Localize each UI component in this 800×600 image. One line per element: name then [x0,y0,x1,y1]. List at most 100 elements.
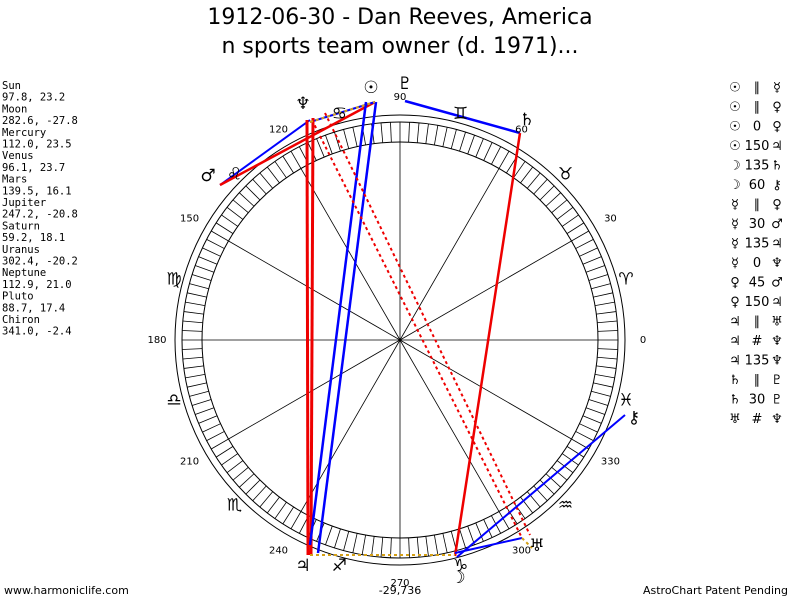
hatch-line [274,501,287,519]
spoke [399,339,500,512]
hatch-line [545,473,561,488]
aspect-planet: ☉ [729,81,741,96]
sign-glyph: ♉ [558,165,573,185]
hatch-line [187,382,207,388]
planet-name: Uranus [2,244,40,256]
hatch-line [185,301,206,307]
hatch-line [506,506,518,525]
hatch-line [585,407,605,415]
aspect-planet: ♃ [771,139,783,154]
degree-label: 30 [604,214,617,225]
hatch-line [551,466,568,481]
aspect-line [456,414,626,558]
hatch-line [498,511,510,529]
aspect-type: 135 [745,159,770,174]
degree-label: 300 [512,545,531,556]
title: n sports team owner (d. 1971)... [221,34,578,59]
degree-label: 240 [269,545,288,556]
hatch-line [239,192,255,207]
hatch-line [206,431,225,442]
hatch-line [252,179,267,195]
hatch-line [520,496,534,514]
hatch-line [566,446,585,458]
aspect-type: ∥ [754,198,761,213]
hatch-line [211,438,229,450]
center-value: -29,736 [379,584,421,597]
hatch-line [594,373,615,379]
hatch-line [202,247,221,257]
spokes [202,142,598,538]
aspect-type: 30 [749,393,766,408]
hatch-line [282,506,294,525]
hatch-line [380,537,384,558]
aspect-type: 30 [749,217,766,232]
aspect-line [305,119,310,556]
hatch-line [187,292,207,298]
aspect-type: ∥ [754,81,761,96]
degree-label: 210 [180,457,199,468]
hatch-line [266,496,280,514]
hatch-line [189,390,209,397]
spoke [228,339,401,440]
spoke [399,168,500,341]
hatch-line [416,122,420,143]
ring-hatch [182,122,618,558]
aspect-planet: ♃ [771,237,783,252]
hatch-line [545,192,561,207]
spoke [399,339,572,440]
hatch-line [182,330,203,332]
hatch-line [575,238,594,249]
planet-coords: 88.7, 17.4 [2,302,65,314]
hatch-line [597,348,618,350]
aspect-planet: ♄ [771,159,783,174]
degree-label: 90 [394,92,407,103]
hatch-line [591,283,611,290]
hatch-line [582,415,602,424]
aspect-line [324,112,531,536]
aspect-planet: ♆ [771,256,783,271]
hatch-line [596,311,617,315]
aspect-type: 60 [749,178,766,193]
aspect-planet: ♀ [730,276,740,291]
planet-glyph: ☽ [450,568,465,588]
wheel [174,114,626,566]
hatch-line [183,365,204,369]
hatch-line [433,534,439,555]
aspect-type: 0 [753,120,761,135]
spoke [399,240,572,341]
hatch-line [198,415,218,424]
aspect-planet: ♀ [772,198,782,213]
planet-coords: 97.8, 23.2 [2,92,65,104]
planet-name: Pluto [2,291,34,303]
hatch-line [582,256,602,265]
sign-glyph: ♋ [332,104,347,124]
aspect-planet: ☉ [729,139,741,154]
hatch-line [408,537,410,558]
planet-glyph: ♃ [295,556,310,576]
hatch-line [526,172,541,189]
planet-coords: 96.1, 23.7 [2,162,65,174]
sign-glyph: ♈ [618,269,633,289]
planet-glyph: ☉ [363,78,378,98]
hatch-line [183,311,204,315]
aspect-planet: ☿ [731,237,739,252]
planet-name: Jupiter [2,197,46,209]
planet-glyph: ♄ [519,110,534,130]
aspect-type: # [752,412,763,427]
aspect-planet: ☉ [729,100,741,115]
aspect-line [454,537,523,554]
hatch-line [232,466,249,481]
sign-glyph: ♐ [332,556,347,576]
planet-glyph: ♅ [529,536,544,556]
planet-name: Sun [2,80,21,92]
aspect-type: # [752,334,763,349]
hatch-line [334,528,341,549]
hatch-line [475,522,484,542]
hatch-line [566,222,585,234]
planet-coords: 139.5, 16.1 [2,185,72,197]
hatch-line [450,129,457,149]
hatch-line [467,135,475,155]
planet-glyph: ⚷ [628,408,640,428]
aspect-planet: ♀ [772,100,782,115]
hatch-line [182,356,203,360]
